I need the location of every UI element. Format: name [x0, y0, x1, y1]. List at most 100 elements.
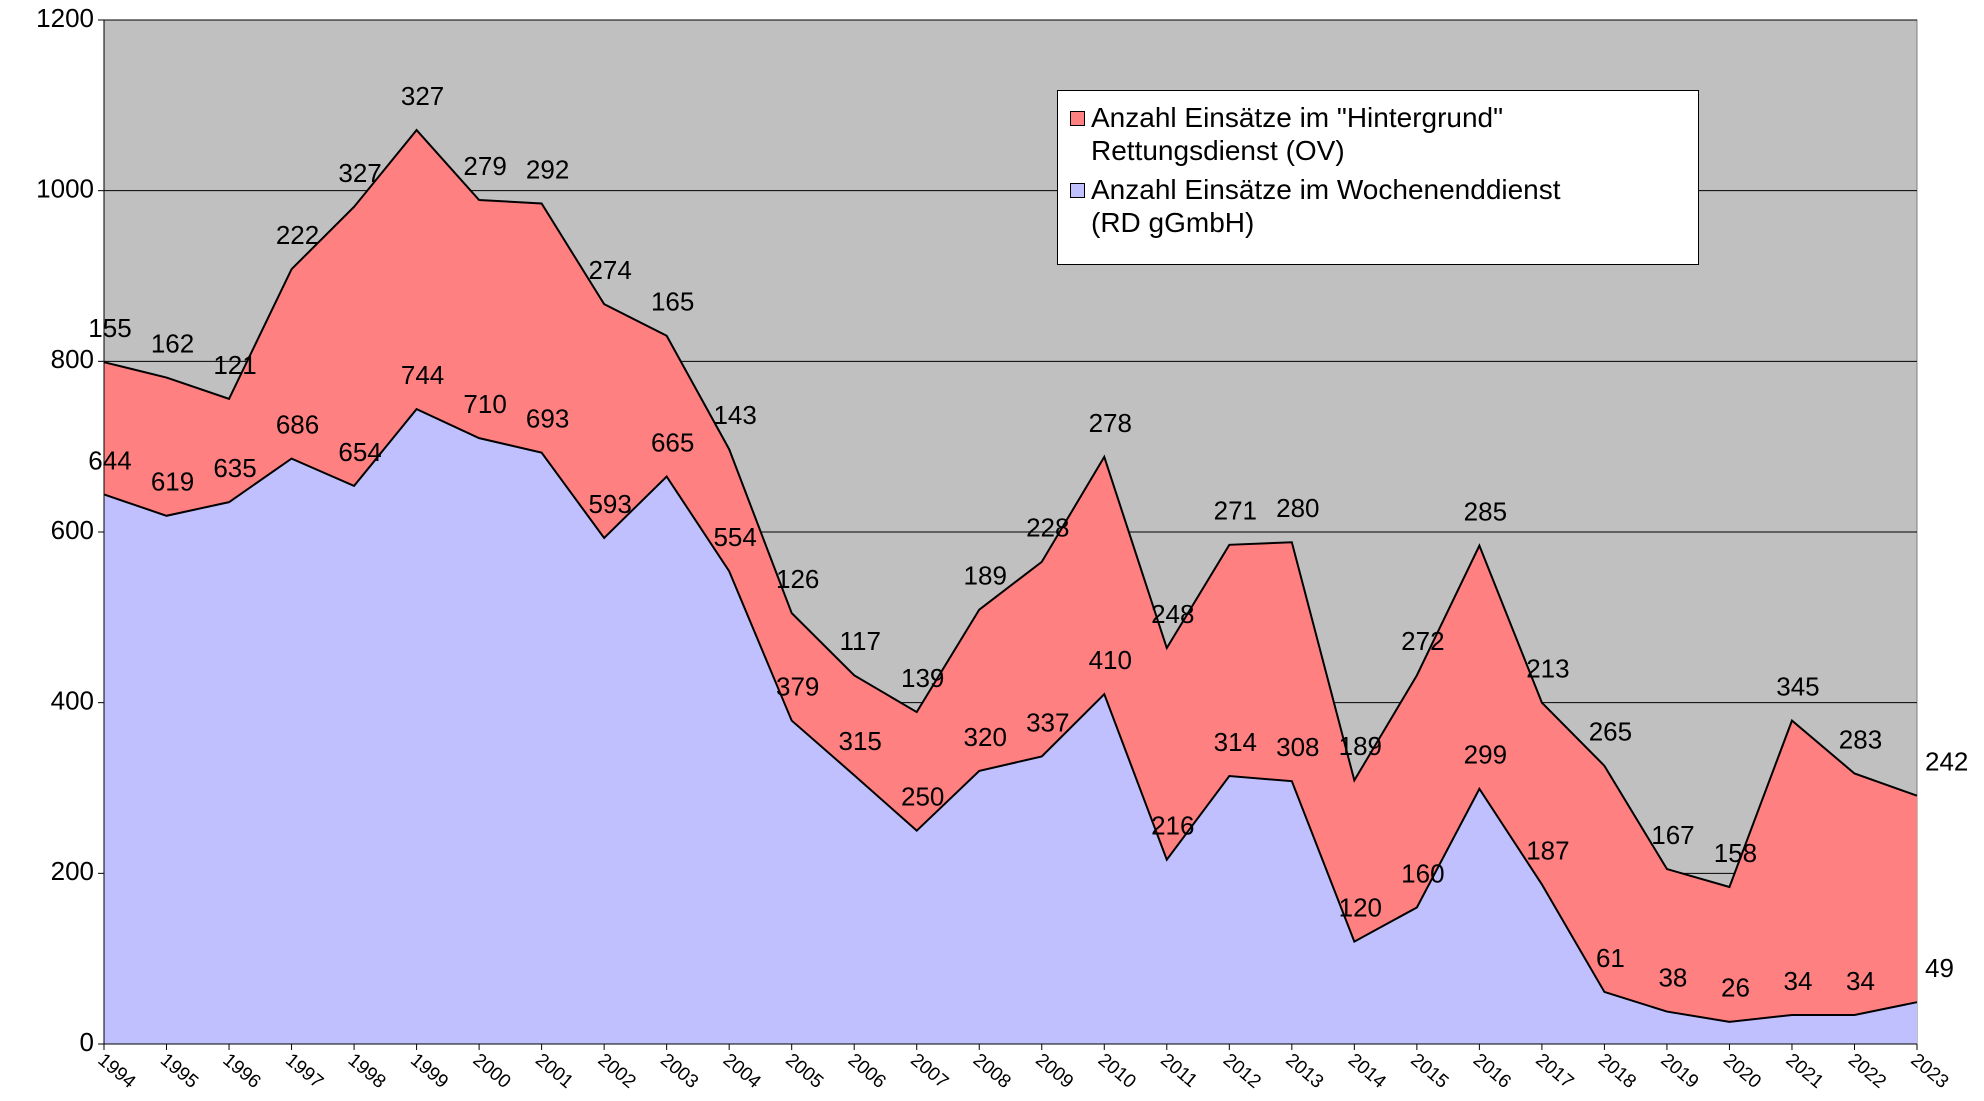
data-label: 410: [1089, 645, 1132, 675]
data-label: 187: [1526, 835, 1569, 865]
data-label: 327: [401, 81, 444, 111]
y-tick-label: 0: [80, 1027, 94, 1057]
x-tick-label: 2009: [1031, 1050, 1077, 1093]
legend-label: Anzahl Einsätze im "Hintergrund" Rettung…: [1091, 102, 1504, 166]
data-label: 345: [1776, 671, 1819, 701]
y-tick-label: 1200: [36, 3, 94, 33]
x-tick-label: 2010: [1094, 1050, 1140, 1093]
x-tick-label: 2001: [531, 1050, 577, 1093]
data-label: 250: [901, 782, 944, 812]
x-tick-label: 2014: [1344, 1050, 1390, 1094]
data-label: 265: [1589, 717, 1632, 747]
data-label: 120: [1339, 892, 1382, 922]
data-label: 167: [1651, 820, 1694, 850]
data-label: 61: [1596, 943, 1625, 973]
data-label: 654: [338, 437, 381, 467]
x-tick-label: 1996: [219, 1050, 265, 1093]
legend: Anzahl Einsätze im "Hintergrund" Rettung…: [1057, 90, 1699, 265]
legend-item: Anzahl Einsätze im Wochenenddienst (RD g…: [1070, 173, 1686, 239]
x-tick-label: 2019: [1656, 1050, 1702, 1093]
data-label: 299: [1464, 740, 1507, 770]
data-label: 34: [1784, 966, 1813, 996]
data-label: 117: [839, 626, 880, 656]
y-tick-label: 1000: [36, 174, 94, 204]
series-line: [103, 128, 1918, 889]
data-label: 139: [901, 663, 944, 693]
data-label: 49: [1925, 953, 1954, 983]
data-label: 121: [213, 350, 256, 380]
data-label: 26: [1721, 973, 1750, 1003]
x-tick-label: 2017: [1531, 1050, 1577, 1093]
data-label: 665: [651, 427, 694, 457]
x-tick-label: 2013: [1281, 1050, 1327, 1093]
x-tick-label: 2020: [1719, 1050, 1765, 1093]
data-label: 155: [88, 313, 131, 343]
area: [104, 130, 1917, 1022]
y-tick-label: 200: [51, 856, 94, 886]
data-label: 278: [1089, 408, 1132, 438]
data-label: 686: [276, 409, 319, 439]
data-label: 327: [338, 158, 381, 188]
x-tick-label: 1995: [156, 1050, 202, 1093]
area: [104, 409, 1917, 1044]
x-tick-label: 2012: [1219, 1050, 1265, 1093]
data-label: 189: [964, 561, 1007, 591]
x-tick-label: 2002: [594, 1050, 640, 1093]
data-label: 285: [1464, 497, 1507, 527]
data-label: 710: [463, 389, 506, 419]
data-label: 635: [213, 453, 256, 483]
x-tick-label: 1998: [344, 1050, 390, 1093]
data-label: 693: [526, 404, 569, 434]
data-label: 283: [1839, 724, 1882, 754]
x-tick-label: 1999: [406, 1050, 452, 1093]
legend-swatch: [1070, 111, 1085, 126]
data-label: 34: [1846, 966, 1875, 996]
x-tick-label: 2011: [1156, 1050, 1201, 1092]
x-tick-label: 2018: [1594, 1050, 1640, 1093]
series-line: [103, 407, 1918, 1023]
data-label: 315: [839, 726, 882, 756]
data-label: 143: [713, 400, 756, 430]
data-label: 222: [276, 220, 319, 250]
data-label: 554: [713, 522, 756, 552]
data-label: 271: [1214, 496, 1257, 526]
data-label: 216: [1151, 811, 1194, 841]
data-label: 228: [1026, 513, 1069, 543]
x-tick-label: 2003: [656, 1050, 702, 1093]
data-label: 593: [588, 489, 631, 519]
x-tick-label: 2008: [969, 1050, 1015, 1093]
data-label: 292: [526, 154, 569, 184]
data-label: 162: [151, 328, 194, 358]
x-tick-label: 2000: [469, 1050, 515, 1093]
data-label: 619: [151, 467, 194, 497]
data-label: 644: [88, 445, 131, 475]
data-label: 160: [1401, 858, 1444, 888]
data-label: 280: [1276, 493, 1319, 523]
x-tick-label: 2015: [1406, 1050, 1452, 1093]
data-label: 213: [1526, 654, 1569, 684]
data-label: 242: [1925, 747, 1968, 777]
data-label: 38: [1658, 962, 1687, 992]
data-label: 744: [401, 360, 444, 390]
x-tick-label: 2022: [1844, 1050, 1890, 1093]
data-label: 320: [964, 722, 1007, 752]
x-tick-label: 2021: [1782, 1050, 1828, 1093]
data-label: 272: [1401, 626, 1444, 656]
x-tick-label: 2023: [1907, 1050, 1953, 1093]
data-label: 189: [1339, 731, 1382, 761]
data-label: 274: [588, 255, 631, 285]
legend-swatch: [1070, 183, 1085, 198]
x-tick-label: 2007: [906, 1050, 952, 1093]
data-label: 308: [1276, 732, 1319, 762]
data-label: 379: [776, 671, 819, 701]
data-label: 126: [776, 564, 819, 594]
x-tick-label: 1994: [94, 1050, 140, 1094]
y-tick-label: 400: [51, 686, 94, 716]
legend-label: Anzahl Einsätze im Wochenenddienst (RD g…: [1091, 174, 1561, 238]
y-tick-label: 800: [51, 344, 94, 374]
data-label: 158: [1714, 838, 1757, 868]
data-label: 279: [463, 151, 506, 181]
legend-item: Anzahl Einsätze im "Hintergrund" Rettung…: [1070, 101, 1686, 167]
x-tick-label: 2016: [1469, 1050, 1515, 1093]
